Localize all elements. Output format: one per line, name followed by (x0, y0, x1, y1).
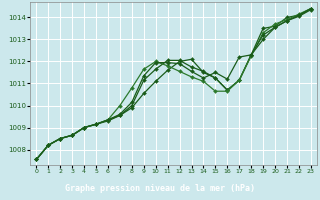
Text: Graphe pression niveau de la mer (hPa): Graphe pression niveau de la mer (hPa) (65, 184, 255, 193)
